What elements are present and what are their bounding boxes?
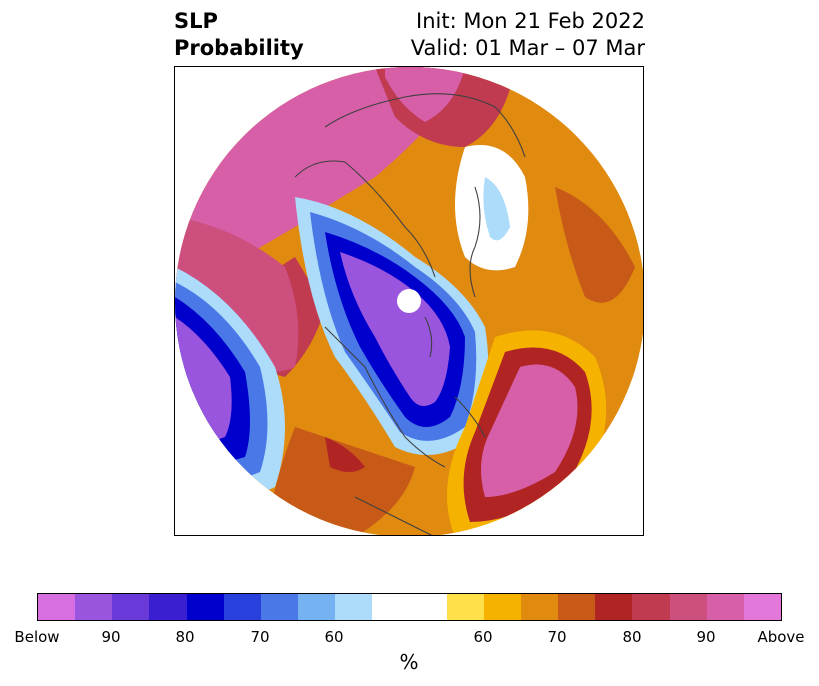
colorbar-segment [298,594,336,620]
probability-map [175,67,643,535]
title-variable: SLP [174,9,218,33]
colorbar-segment [558,594,596,620]
map-frame [174,66,644,536]
colorbar-segment [706,594,744,620]
region-siberia-below [483,177,510,241]
colorbar-segment [112,594,150,620]
colorbar-segment [149,594,187,620]
colorbar-tick-label: 90 [101,628,121,646]
colorbar-segment [186,594,224,620]
colorbar-segment [335,594,373,620]
colorbar-segment [483,594,522,620]
colorbar-unit: % [399,650,419,674]
region-us-south-above [265,427,415,535]
colorbar-segment [632,594,670,620]
title-left: SLP Probability [174,8,304,62]
region-us-south-above-core [325,437,365,472]
colorbar-tick-label: Below [14,628,60,646]
colorbar-tick-label: 70 [250,628,270,646]
colorbar-segment [446,594,484,620]
colorbar-segment [669,594,707,620]
colorbar-segment [595,594,633,620]
colorbar-tick-label: 80 [175,628,195,646]
colorbar-tick-label: 60 [324,628,344,646]
region-arctic-below-core [340,252,450,406]
colorbar-segment [75,594,113,620]
colorbar-segment [521,594,559,620]
colorbar [37,593,782,621]
colorbar-tick-label: 60 [473,628,493,646]
title-right: Init: Mon 21 Feb 2022 Valid: 01 Mar – 07… [411,8,645,62]
north-pole-marker [397,289,421,313]
region-asia-core [555,187,635,303]
colorbar-tick-label: 70 [547,628,567,646]
init-date-label: Init: Mon 21 Feb 2022 [416,9,645,33]
region-west-pacific-above [175,217,299,372]
colorbar-segment [743,594,782,620]
colorbar-segment [38,594,76,620]
map-hemisphere [175,67,643,535]
colorbar-segment [223,594,261,620]
colorbar-segment [260,594,299,620]
colorbar-tick-label: 80 [622,628,642,646]
colorbar-segment [372,594,447,620]
valid-range-label: Valid: 01 Mar – 07 Mar [410,36,645,60]
region-atlantic-east-above-core [481,364,578,497]
colorbar-tick-label: 90 [696,628,716,646]
colorbar-tick-label: Above [757,628,805,646]
title-product: Probability [174,36,304,60]
